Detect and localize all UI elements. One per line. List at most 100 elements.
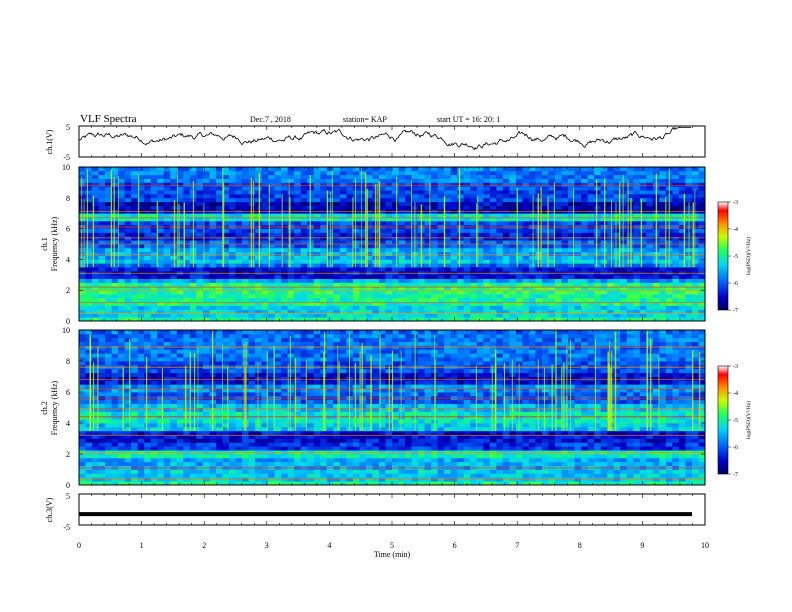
spectrogram-cell — [411, 186, 419, 191]
spectrogram-cell — [476, 286, 484, 291]
spectrogram-cell — [118, 388, 126, 393]
spectrogram-cell — [476, 301, 484, 306]
spectrogram-cell — [470, 178, 478, 183]
spectrogram-cell — [535, 297, 543, 303]
spectrogram-cell — [150, 399, 158, 405]
spectrogram-cell — [385, 197, 393, 203]
spectrogram-cell — [176, 415, 184, 420]
spectrogram-cell — [202, 294, 210, 299]
spectrogram-cell — [255, 174, 262, 179]
spectrogram-cell — [144, 263, 152, 268]
spectrogram-cell — [170, 205, 178, 210]
spectrogram-cell — [698, 297, 706, 303]
spectrogram-cell — [281, 278, 289, 283]
spectrogram-cell — [626, 274, 634, 280]
spectrogram-cell — [659, 317, 667, 322]
spectrogram-cell — [307, 294, 315, 299]
spectrogram-cell — [287, 247, 295, 253]
spectrogram-cell — [691, 213, 699, 218]
spectrogram-cell — [111, 228, 119, 233]
spectrogram-cell — [378, 309, 386, 314]
spectrogram-cell — [339, 309, 347, 314]
spectrogram-cell — [352, 313, 360, 318]
spectrogram-cell — [105, 278, 112, 283]
spectrogram-cell — [633, 190, 641, 195]
spectrogram-cell — [79, 305, 86, 310]
spectrogram-cell — [405, 205, 412, 210]
spectrogram-cell — [170, 333, 178, 339]
spectrogram-cell — [85, 255, 93, 260]
spectrogram-cell — [118, 407, 126, 412]
spectrogram-cell — [352, 201, 360, 206]
spectrogram-cell — [131, 167, 139, 172]
spectrogram-cell — [333, 313, 341, 318]
spectrogram-cell — [189, 278, 197, 283]
spectrogram-cell — [574, 278, 582, 283]
spectrogram-cell — [411, 309, 419, 314]
spectrogram-cell — [196, 349, 204, 354]
spectrogram-cell — [150, 263, 158, 268]
spectrogram-cell — [137, 263, 145, 268]
spectrogram-cell — [111, 469, 119, 474]
spectrogram-cell — [294, 213, 302, 218]
spectrogram-cell — [189, 368, 197, 374]
spectrogram-cell — [483, 240, 491, 245]
spectrogram-cell — [626, 305, 634, 310]
spectrogram-cell — [105, 290, 112, 295]
spectrogram-cell — [170, 193, 178, 199]
spectrogram-cell — [163, 244, 171, 249]
spectrogram-cell — [646, 186, 654, 191]
spectrogram-cell — [222, 182, 230, 187]
spectrogram-cell — [92, 247, 99, 253]
spectrogram-cell — [463, 193, 471, 199]
spectrogram-cell — [150, 403, 158, 408]
spectrogram-cell — [691, 201, 699, 206]
spectrogram-cell — [672, 286, 680, 291]
spectrogram-cell — [398, 297, 406, 303]
spectrogram-cell — [411, 193, 419, 199]
spectrogram-cell — [85, 232, 93, 237]
spectrogram-cell — [242, 236, 249, 241]
spectrogram-cell — [346, 236, 354, 241]
spectrogram-cell — [528, 228, 536, 233]
spectrogram-cell — [496, 259, 504, 264]
spectrogram-cell — [444, 259, 452, 264]
spectrogram-cell — [424, 259, 432, 264]
spectrogram-cell — [613, 178, 621, 183]
spectrogram-cell — [411, 267, 419, 272]
spectrogram-cell — [137, 305, 145, 310]
spectrogram-cell — [183, 380, 191, 385]
spectrogram-cell — [659, 255, 667, 260]
spectrogram-cell — [522, 309, 530, 314]
spectrogram-cell — [170, 430, 178, 436]
spectrogram-cell — [535, 282, 543, 287]
spectrogram-cell — [222, 236, 230, 241]
spectrogram-cell — [202, 178, 210, 183]
spectrogram-cell — [626, 228, 634, 233]
spectrogram-cell — [235, 190, 243, 195]
spectrogram-cell — [242, 255, 249, 260]
spectrogram-cell — [79, 228, 86, 233]
spectrogram-cell — [163, 294, 171, 299]
spectrogram-cell — [633, 228, 641, 233]
spectrogram-cell — [281, 213, 289, 218]
spectrogram-cell — [222, 193, 230, 199]
spectrogram-cell — [215, 182, 223, 187]
spectrogram-cell — [378, 186, 386, 191]
spectrogram-cell — [652, 282, 660, 287]
spectrogram-cell — [476, 174, 484, 179]
spectrogram-cell — [431, 259, 439, 264]
spectrogram-cell — [607, 178, 615, 183]
spectrogram-cell — [118, 353, 126, 358]
spectrogram-cell — [150, 251, 158, 256]
spectrogram-cell — [457, 244, 465, 249]
spectrogram-cell — [170, 286, 178, 291]
spectrogram-cell — [235, 220, 243, 226]
spectrogram-cell — [281, 217, 289, 222]
spectrogram-cell — [398, 247, 406, 253]
spectrogram-cell — [333, 232, 341, 237]
spectrogram-cell — [365, 201, 373, 206]
spectrogram-cell — [150, 236, 158, 241]
spectrogram-cell — [594, 309, 602, 314]
spectrogram-cell — [85, 438, 93, 443]
